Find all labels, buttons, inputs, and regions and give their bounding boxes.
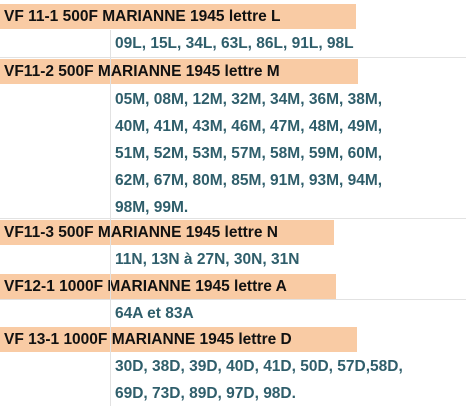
- value-cell[interactable]: 30D, 38D, 39D, 40D, 41D, 50D, 57D,58D,: [115, 358, 403, 375]
- section-header-row: VF11-3 500F MARIANNE 1945 lettre N: [0, 220, 466, 245]
- section-header-row: VF 11-1 500F MARIANNE 1945 lettre L: [0, 4, 466, 29]
- value-row: 62M, 67M, 80M, 85M, 91M, 93M, 94M,: [0, 168, 466, 193]
- section-header-row: VF 13-1 1000F MARIANNE 1945 lettre D: [0, 327, 466, 352]
- value-row: 98M, 99M.: [0, 195, 466, 220]
- value-row: 30D, 38D, 39D, 40D, 41D, 50D, 57D,58D,: [0, 354, 466, 379]
- value-row: 64A et 83A: [0, 301, 466, 326]
- section-header-cell[interactable]: VF11-2 500F MARIANNE 1945 lettre M: [0, 59, 358, 84]
- value-row: 11N, 13N à 27N, 30N, 31N: [0, 247, 466, 272]
- value-row: 40M, 41M, 43M, 46M, 47M, 48M, 49M,: [0, 114, 466, 139]
- row-divider: [0, 218, 466, 219]
- section-header-cell[interactable]: VF 11-1 500F MARIANNE 1945 lettre L: [0, 4, 356, 29]
- section-header-cell[interactable]: VF12-1 1000F MARIANNE 1945 lettre A: [0, 274, 336, 299]
- value-cell[interactable]: 64A et 83A: [115, 305, 194, 322]
- value-cell[interactable]: 98M, 99M.: [115, 199, 189, 216]
- value-cell[interactable]: 62M, 67M, 80M, 85M, 91M, 93M, 94M,: [115, 172, 383, 189]
- section-header-row: VF12-1 1000F MARIANNE 1945 lettre A: [0, 274, 466, 299]
- value-cell[interactable]: 05M, 08M, 12M, 32M, 34M, 36M, 38M,: [115, 91, 383, 108]
- value-row: 69D, 73D, 89D, 97D, 98D.: [0, 381, 466, 406]
- value-cell[interactable]: 09L, 15L, 34L, 63L, 86L, 91L, 98L: [115, 35, 354, 52]
- section-header-row: VF11-2 500F MARIANNE 1945 lettre M: [0, 59, 466, 84]
- row-divider: [0, 57, 466, 58]
- section-header-cell[interactable]: VF11-3 500F MARIANNE 1945 lettre N: [0, 220, 334, 245]
- value-cell[interactable]: 51M, 52M, 53M, 57M, 58M, 59M, 60M,: [115, 145, 383, 162]
- value-cell[interactable]: 11N, 13N à 27N, 30N, 31N: [115, 251, 300, 268]
- row-divider: [0, 299, 466, 300]
- value-row: 09L, 15L, 34L, 63L, 86L, 91L, 98L: [0, 31, 466, 56]
- value-row: 51M, 52M, 53M, 57M, 58M, 59M, 60M,: [0, 141, 466, 166]
- value-cell[interactable]: 40M, 41M, 43M, 46M, 47M, 48M, 49M,: [115, 118, 383, 135]
- value-cell[interactable]: 69D, 73D, 89D, 97D, 98D.: [115, 385, 296, 402]
- section-header-cell[interactable]: VF 13-1 1000F MARIANNE 1945 lettre D: [0, 327, 357, 352]
- value-row: 05M, 08M, 12M, 32M, 34M, 36M, 38M,: [0, 87, 466, 112]
